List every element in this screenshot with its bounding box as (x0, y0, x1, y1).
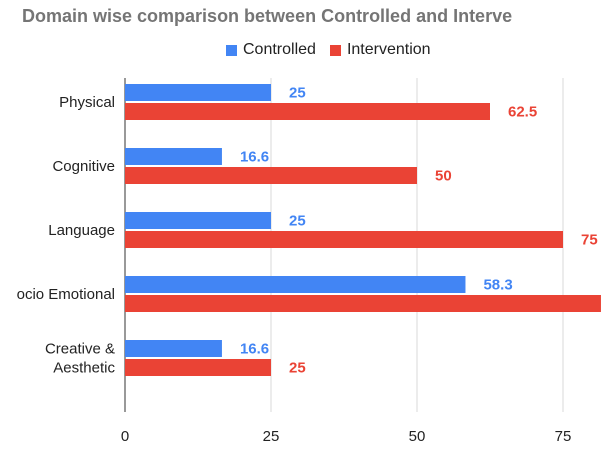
legend-swatch-controlled (226, 44, 237, 56)
data-label-intervention: 50 (435, 168, 452, 185)
legend-item-intervention: Intervention (329, 41, 431, 59)
bar-intervention-3 (125, 295, 601, 312)
bar-intervention-4 (125, 359, 271, 376)
bar-controlled-1 (125, 148, 222, 165)
bar-intervention-2 (125, 231, 563, 248)
legend-swatch-intervention (329, 44, 341, 56)
bar-intervention-0 (125, 103, 490, 120)
category-label: Language (48, 222, 115, 239)
data-label-intervention: 75 (581, 232, 598, 249)
legend: Controlled Intervention (226, 41, 445, 59)
data-label-intervention: 62.5 (508, 104, 537, 121)
category-label: ocio Emotional (17, 286, 115, 303)
x-tick-label: 25 (263, 428, 280, 445)
category-label: Creative & (45, 341, 115, 358)
bar-controlled-0 (125, 84, 271, 101)
chart-title: Domain wise comparison between Controlle… (22, 6, 513, 26)
bar-controlled-4 (125, 340, 222, 357)
legend-item-controlled: Controlled (226, 41, 316, 59)
data-label-controlled: 16.6 (240, 341, 269, 358)
bar-controlled-3 (125, 276, 466, 293)
bar-controlled-2 (125, 212, 271, 229)
legend-label-controlled: Controlled (243, 41, 316, 58)
x-tick-label: 50 (409, 428, 426, 445)
data-label-intervention: 25 (289, 360, 306, 377)
category-label: Cognitive (52, 158, 115, 175)
data-label-controlled: 25 (289, 85, 306, 102)
bar-intervention-1 (125, 167, 417, 184)
legend-label-intervention: Intervention (346, 41, 431, 58)
x-tick-label: 0 (121, 428, 129, 445)
data-label-controlled: 16.6 (240, 149, 269, 166)
data-label-controlled: 25 (289, 213, 306, 230)
data-label-controlled: 58.3 (483, 277, 512, 294)
category-label: Physical (59, 94, 115, 111)
category-label: Aesthetic (53, 360, 115, 377)
x-tick-label: 75 (555, 428, 572, 445)
